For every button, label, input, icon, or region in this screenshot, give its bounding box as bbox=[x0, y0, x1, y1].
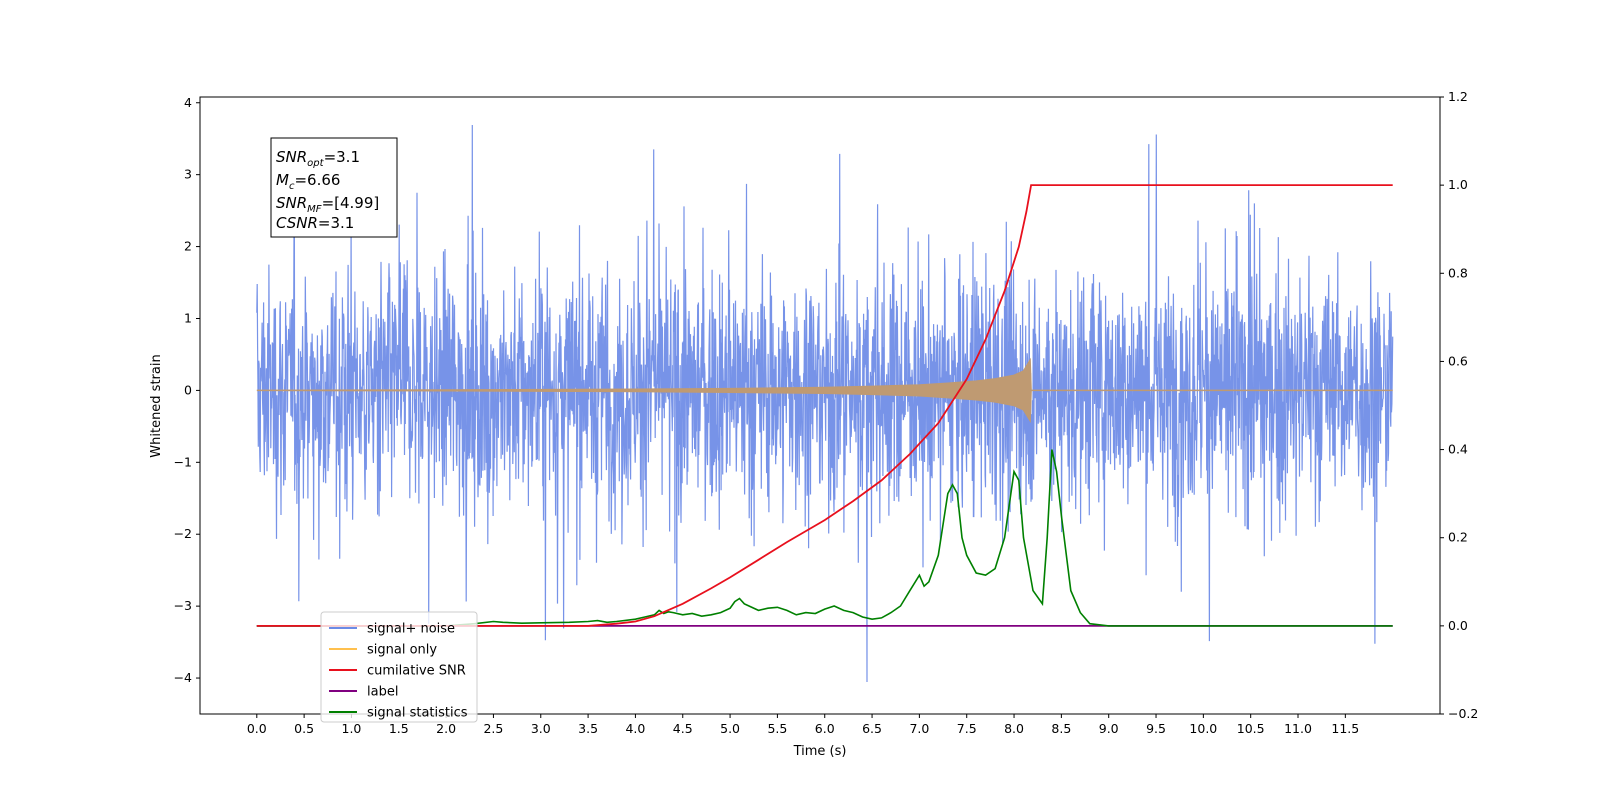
y2-tick-label: 0.0 bbox=[1448, 618, 1468, 633]
y-tick-label: 2 bbox=[184, 239, 192, 254]
y-tick-label: 4 bbox=[184, 95, 192, 110]
y-tick-label: 1 bbox=[184, 310, 192, 325]
y2-tick-label: 0.8 bbox=[1448, 265, 1468, 280]
annotation-mc-value: 6.66 bbox=[307, 171, 340, 189]
cumulative-snr-line bbox=[256, 184, 1393, 627]
legend-label: signal+ noise bbox=[367, 622, 455, 637]
signal-only-area bbox=[256, 357, 1393, 424]
x-tick-label: 6.0 bbox=[815, 721, 835, 736]
annotation-mc: Mc=6.66 bbox=[276, 171, 340, 192]
series-cumulative-snr bbox=[256, 184, 1393, 627]
x-tick-label: 0.5 bbox=[294, 721, 314, 736]
x-tick-label: 5.0 bbox=[720, 721, 740, 736]
x-tick-label: 8.5 bbox=[1051, 721, 1071, 736]
x-axis-ticks: 0.0 0.5 1.0 1.5 2.0 2.5 3.0 3.5 4.0 4.5 5.0 5.5 6.0 6… bbox=[247, 714, 1359, 736]
axes-frame bbox=[199, 96, 1441, 715]
y-tick-label: −4 bbox=[174, 670, 192, 685]
x-tick-label: 11.0 bbox=[1284, 721, 1312, 736]
y2-tick-label: 0.6 bbox=[1448, 353, 1468, 368]
annotation-box: SNRopt=3.1 Mc=6.66 SNRMF=[4.99] CSNR=3.1 bbox=[270, 137, 398, 238]
y2-axis-ticks: 1.2 1.0 0.8 0.6 0.4 0.2 0.0 −0.2 bbox=[1440, 89, 1478, 721]
annotation-csnr-value: 3.1 bbox=[331, 214, 355, 232]
x-tick-label: 4.5 bbox=[673, 721, 693, 736]
annotation-snr-mf: SNRMF=[4.99] bbox=[276, 194, 379, 215]
signal-statistics-line bbox=[256, 449, 1393, 627]
x-tick-label: 2.5 bbox=[483, 721, 503, 736]
series-signal-noise bbox=[256, 124, 1394, 683]
x-tick-label: 1.5 bbox=[389, 721, 409, 736]
x-tick-label: 10.5 bbox=[1237, 721, 1265, 736]
x-tick-label: 9.0 bbox=[1099, 721, 1119, 736]
x-tick-label: 5.5 bbox=[767, 721, 787, 736]
y-tick-label: −2 bbox=[174, 526, 192, 541]
plot-area bbox=[256, 124, 1394, 683]
x-tick-label: 8.0 bbox=[1004, 721, 1024, 736]
x-tick-label: 4.0 bbox=[625, 721, 645, 736]
annotation-frame bbox=[270, 137, 398, 238]
y2-tick-label: 0.4 bbox=[1448, 442, 1468, 457]
annotation-snr-mf-value: [4.99] bbox=[334, 194, 379, 212]
y2-tick-label: −0.2 bbox=[1448, 706, 1478, 721]
annotation-snr-opt-value: 3.1 bbox=[336, 148, 360, 166]
signal-noise-line bbox=[256, 124, 1394, 683]
x-tick-label: 7.0 bbox=[909, 721, 929, 736]
x-axis-label: Time (s) bbox=[793, 744, 847, 759]
x-tick-label: 10.0 bbox=[1189, 721, 1217, 736]
legend-label: signal only bbox=[367, 643, 437, 658]
y-tick-label: −3 bbox=[174, 598, 192, 613]
legend: signal+ noise signal only cumilative SNR la… bbox=[320, 611, 478, 723]
annotation-csnr: CSNR=3.1 bbox=[276, 214, 354, 232]
legend-frame bbox=[320, 611, 478, 723]
x-tick-label: 1.0 bbox=[342, 721, 362, 736]
x-tick-label: 6.5 bbox=[862, 721, 882, 736]
legend-label: signal statistics bbox=[367, 706, 468, 721]
x-tick-label: 3.0 bbox=[531, 721, 551, 736]
x-tick-label: 3.5 bbox=[578, 721, 598, 736]
legend-label: label bbox=[367, 685, 398, 700]
y2-tick-label: 1.0 bbox=[1448, 177, 1468, 192]
y-tick-label: −1 bbox=[174, 454, 192, 469]
legend-label: cumilative SNR bbox=[367, 664, 466, 679]
y-axis-label: Whitened strain bbox=[149, 354, 164, 457]
y-axis-ticks: 4 3 2 1 0 −1 −2 −3 −4 bbox=[174, 95, 200, 685]
annotation-snr-opt: SNRopt=3.1 bbox=[276, 148, 360, 169]
x-tick-label: 9.5 bbox=[1146, 721, 1166, 736]
y-tick-label: 3 bbox=[184, 167, 192, 182]
x-tick-label: 11.5 bbox=[1331, 721, 1359, 736]
series-signal-only bbox=[256, 357, 1393, 424]
x-tick-label: 0.0 bbox=[247, 721, 267, 736]
y2-tick-label: 1.2 bbox=[1448, 89, 1468, 104]
series-signal-statistics bbox=[256, 449, 1393, 627]
x-tick-label: 2.0 bbox=[436, 721, 456, 736]
y2-tick-label: 0.2 bbox=[1448, 530, 1468, 545]
x-tick-label: 7.5 bbox=[957, 721, 977, 736]
y-tick-label: 0 bbox=[184, 382, 192, 397]
